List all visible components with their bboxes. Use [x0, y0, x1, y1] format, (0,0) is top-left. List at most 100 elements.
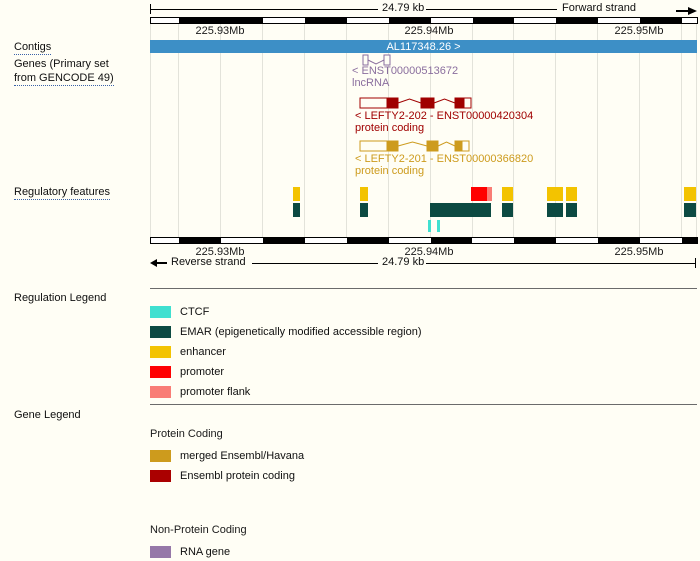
scale-bar-segment — [472, 18, 515, 23]
reverse-strand-arrow-icon — [150, 259, 167, 267]
transcript-biotype-text: lncRNA — [352, 77, 390, 89]
gridline — [303, 24, 305, 237]
intron-line — [397, 141, 428, 147]
gene-legend-title: Gene Legend — [14, 409, 81, 421]
region-length-label: 24.79 kb — [382, 2, 425, 14]
exon-box — [426, 140, 433, 152]
legend-item: Ensembl protein coding — [150, 466, 304, 486]
regulatory-feature-emar[interactable] — [293, 203, 300, 217]
legend-swatch-enhancer — [150, 346, 171, 358]
legend-item: EMAR (epigenetically modified accessible… — [150, 322, 422, 342]
intron-line — [433, 98, 456, 104]
transcript-glyph-LEFTY2-202[interactable] — [0, 91, 700, 115]
transcript-label-ENST00000513672[interactable]: < ENST00000513672 lncRNA — [352, 65, 458, 89]
scale-bar-bottom — [150, 237, 698, 244]
scale-bar-segment — [304, 18, 347, 23]
transcript-label-LEFTY2-202[interactable]: < LEFTY2-202 - ENST00000420304 protein co… — [355, 110, 533, 134]
legend-item: CTCF — [150, 302, 422, 322]
legend-swatch-merged — [150, 450, 171, 462]
legend-swatch-ctcf — [150, 306, 171, 318]
regulatory-feature-emar[interactable] — [502, 203, 513, 217]
gridline — [429, 24, 431, 237]
gene-legend: Protein Coding merged Ensembl/Havana Ensem… — [150, 428, 304, 561]
regulatory-feature-enhancer[interactable] — [684, 187, 696, 201]
track-label-genes-line2[interactable]: from GENCODE 49) — [14, 72, 114, 86]
legend-item-label: promoter — [180, 366, 225, 378]
legend-item: enhancer — [150, 342, 422, 362]
gene-legend-section-heading: Protein Coding — [150, 428, 223, 440]
mb-tick-label: 225.95Mb — [614, 246, 664, 258]
gridline — [597, 24, 599, 237]
gridline — [681, 24, 682, 237]
legend-swatch-promoter — [150, 366, 171, 378]
transcript-glyph-ENST00000513672[interactable] — [0, 48, 700, 72]
scale-bar-segment — [640, 18, 682, 23]
scale-bar-segment — [179, 238, 222, 243]
gridline — [387, 24, 389, 237]
gridline — [220, 24, 222, 237]
exon-box — [427, 97, 435, 109]
forward-strand-arrow-icon — [676, 7, 697, 15]
utr-box — [359, 140, 388, 152]
legend-item-label: EMAR (epigenetically modified accessible… — [180, 326, 422, 338]
legend-swatch-promoter — [150, 386, 171, 398]
gridline — [471, 24, 473, 237]
mb-tick-label: 225.94Mb — [404, 246, 454, 258]
mb-tick-label: 225.95Mb — [614, 25, 664, 37]
regulatory-feature-emar[interactable] — [430, 203, 491, 217]
regulatory-feature-emar[interactable] — [360, 203, 368, 217]
regulatory-feature-ctcf[interactable] — [437, 220, 440, 232]
legend-item: promoter flank — [150, 382, 422, 402]
transcript-biotype-text: protein coding — [355, 122, 425, 134]
legend-item-label: merged Ensembl/Havana — [180, 450, 305, 462]
gridline — [513, 24, 515, 237]
scale-bar-segment — [682, 238, 698, 243]
legend-item-label: enhancer — [180, 346, 226, 358]
regulatory-feature-promoter[interactable] — [471, 187, 487, 201]
exon-box — [454, 97, 465, 109]
track-label-contigs[interactable]: Contigs — [14, 41, 52, 55]
legend-item-label: CTCF — [180, 306, 210, 318]
gridline — [639, 24, 641, 237]
regulatory-feature-enhancer[interactable] — [360, 187, 368, 201]
exon-box — [386, 140, 399, 152]
regulatory-feature-enhancer[interactable] — [566, 187, 577, 201]
contig-bar[interactable]: AL117348.26 > — [150, 40, 697, 53]
ruler-line — [252, 263, 378, 264]
regulatory-feature-enhancer[interactable] — [547, 187, 563, 201]
ruler-line — [426, 9, 557, 10]
transcript-label-LEFTY2-201[interactable]: < LEFTY2-201 - ENST00000366820 protein co… — [355, 153, 533, 177]
legend-item: promoter — [150, 362, 422, 382]
regulatory-feature-promoter-flank[interactable] — [487, 187, 492, 201]
scale-bar-segment — [179, 18, 263, 23]
utr-box — [362, 54, 369, 66]
gridline — [178, 24, 180, 237]
reverse-strand-label: Reverse strand — [171, 256, 246, 268]
regulatory-feature-ctcf[interactable] — [428, 220, 431, 232]
scale-bar-segment — [556, 18, 599, 23]
regulatory-feature-emar[interactable] — [547, 203, 563, 217]
transcript-glyph-LEFTY2-201[interactable] — [0, 134, 700, 158]
legend-item-label: promoter flank — [180, 386, 251, 398]
exon-box — [432, 140, 439, 152]
regulation-legend-title: Regulation Legend — [14, 292, 107, 304]
transcript-id-text: < LEFTY2-201 - ENST00000366820 — [355, 153, 534, 165]
scale-bar-top — [150, 17, 698, 24]
track-label-regulatory-features[interactable]: Regulatory features — [14, 186, 110, 200]
ruler-line — [426, 263, 696, 264]
gridline — [555, 24, 557, 237]
utr-box — [463, 97, 472, 109]
regulatory-feature-emar[interactable] — [684, 203, 696, 217]
exon-box — [454, 140, 463, 152]
regulatory-feature-enhancer[interactable] — [293, 187, 300, 201]
gridline — [345, 24, 347, 237]
regulatory-feature-enhancer[interactable] — [502, 187, 513, 201]
utr-box — [359, 97, 388, 109]
legend-swatch-rna — [150, 546, 171, 558]
legend-item: RNA gene — [150, 542, 304, 561]
scale-bar-segment — [388, 18, 431, 23]
regulatory-feature-emar[interactable] — [566, 203, 577, 217]
contig-name: AL117348.26 > — [386, 40, 461, 53]
ruler-end-tick — [695, 258, 696, 268]
legend-swatch-ensembl — [150, 470, 171, 482]
